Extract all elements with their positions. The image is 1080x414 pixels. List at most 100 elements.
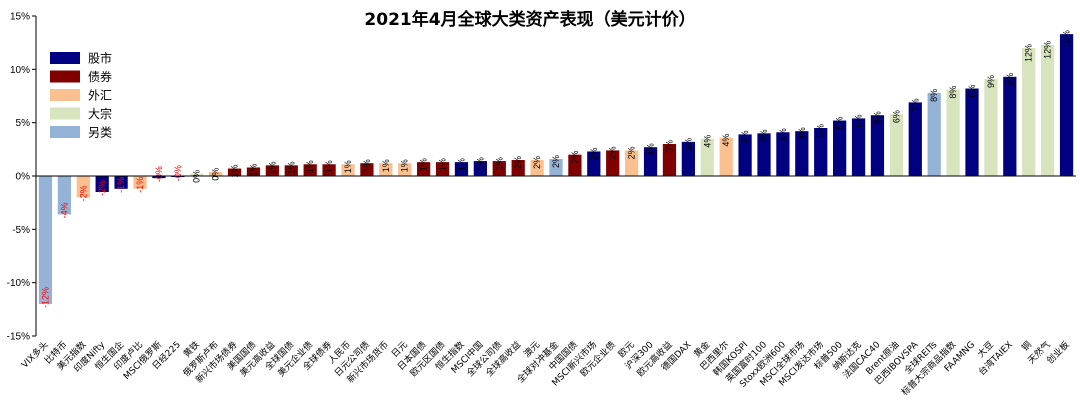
data-label: -0% — [173, 165, 183, 181]
bar — [1022, 48, 1036, 176]
data-label: 12% — [1024, 44, 1034, 62]
bar — [341, 164, 355, 176]
data-label: 1% — [419, 158, 429, 171]
data-label: -1% — [116, 177, 126, 193]
data-label: 3% — [664, 140, 674, 153]
y-tick-label: 0% — [16, 172, 31, 183]
bars: -12%-4%-2% -2% -1% -1%-0% -0% 0% 0% 1% 1% 1% 1% 1% 1… — [38, 30, 1074, 308]
data-label: 4% — [759, 129, 769, 142]
bar — [152, 176, 166, 179]
bar — [549, 158, 563, 176]
bar — [719, 137, 733, 176]
data-label: 8% — [929, 89, 939, 102]
bar — [965, 88, 979, 176]
bar — [95, 176, 109, 192]
bar — [1059, 34, 1074, 177]
chart-title: 2021年4月全球大类资产表现（美元计价） — [364, 9, 695, 30]
bar — [1003, 76, 1017, 176]
legend-swatch — [50, 89, 80, 101]
data-label: 9% — [986, 75, 996, 88]
bar — [265, 165, 279, 176]
bar — [814, 128, 828, 176]
y-tick-label: 10% — [10, 65, 30, 76]
bar — [360, 163, 374, 176]
bar — [511, 160, 525, 176]
data-label: 2% — [532, 156, 542, 169]
bar — [681, 141, 695, 176]
bar — [757, 133, 771, 176]
y-tick-label: 5% — [16, 118, 31, 129]
category-label: VIX多头 — [19, 339, 51, 371]
data-label: 4% — [740, 130, 750, 143]
data-label: 1% — [324, 160, 334, 173]
y-tick-label: -15% — [7, 332, 30, 343]
data-label: 4% — [778, 128, 788, 141]
bar — [454, 162, 469, 176]
bar — [625, 150, 639, 176]
data-label: 2% — [627, 146, 637, 159]
data-label: 1% — [494, 157, 504, 170]
bar — [435, 162, 450, 176]
data-label: 1% — [381, 159, 391, 172]
data-label: 1% — [305, 160, 315, 173]
bar — [322, 164, 336, 176]
bar — [76, 176, 90, 198]
y-tick-label: 15% — [10, 12, 30, 23]
data-label: 2% — [551, 155, 561, 168]
data-label: 6% — [891, 110, 901, 123]
data-label: 8% — [948, 86, 958, 99]
data-label: 1% — [400, 159, 410, 172]
data-label: 3% — [683, 138, 693, 151]
bar — [190, 173, 204, 176]
bar — [643, 147, 658, 176]
data-label: 4% — [797, 127, 807, 140]
bar — [587, 151, 601, 176]
bar — [417, 162, 431, 176]
data-label: 1% — [362, 159, 372, 172]
y-tick-label: -10% — [7, 278, 30, 289]
data-label: 5% — [816, 124, 826, 137]
data-label: 3% — [646, 143, 656, 156]
bar — [889, 114, 903, 176]
bar — [246, 167, 261, 176]
data-label: 2% — [513, 156, 523, 169]
data-label: -0% — [154, 166, 164, 182]
legend-swatch — [50, 70, 80, 83]
legend-swatch — [50, 107, 80, 120]
bar — [870, 115, 885, 176]
data-label: -4% — [59, 202, 69, 218]
bar — [303, 164, 317, 176]
y-axis: -15% -10% -5% 0% 5% 10% 15% — [7, 12, 37, 343]
bar — [379, 163, 393, 176]
bar — [738, 134, 752, 176]
data-label: 2% — [608, 146, 618, 159]
data-label: 4% — [702, 135, 712, 148]
bar — [114, 176, 128, 189]
legend-label: 大宗 — [88, 106, 112, 121]
data-label: -2% — [78, 185, 88, 201]
bar — [284, 165, 298, 176]
data-label: 1% — [456, 158, 466, 171]
bar — [530, 160, 544, 176]
legend-swatch — [50, 126, 80, 138]
data-label: 0% — [211, 168, 221, 181]
data-label: 1% — [438, 158, 448, 171]
data-label: 1% — [286, 161, 296, 174]
bar — [946, 89, 960, 176]
bar — [38, 176, 53, 304]
data-label: 7% — [910, 98, 920, 111]
data-label: 1% — [343, 160, 353, 173]
data-label: -2% — [97, 180, 107, 196]
bar — [908, 102, 922, 176]
bar — [133, 176, 147, 189]
bar — [1041, 44, 1055, 176]
bar — [606, 150, 620, 176]
y-tick-label: -5% — [12, 225, 30, 236]
data-label: 9% — [1005, 73, 1015, 86]
bar — [984, 78, 998, 176]
data-label: 5% — [854, 114, 864, 127]
bar — [57, 176, 71, 215]
